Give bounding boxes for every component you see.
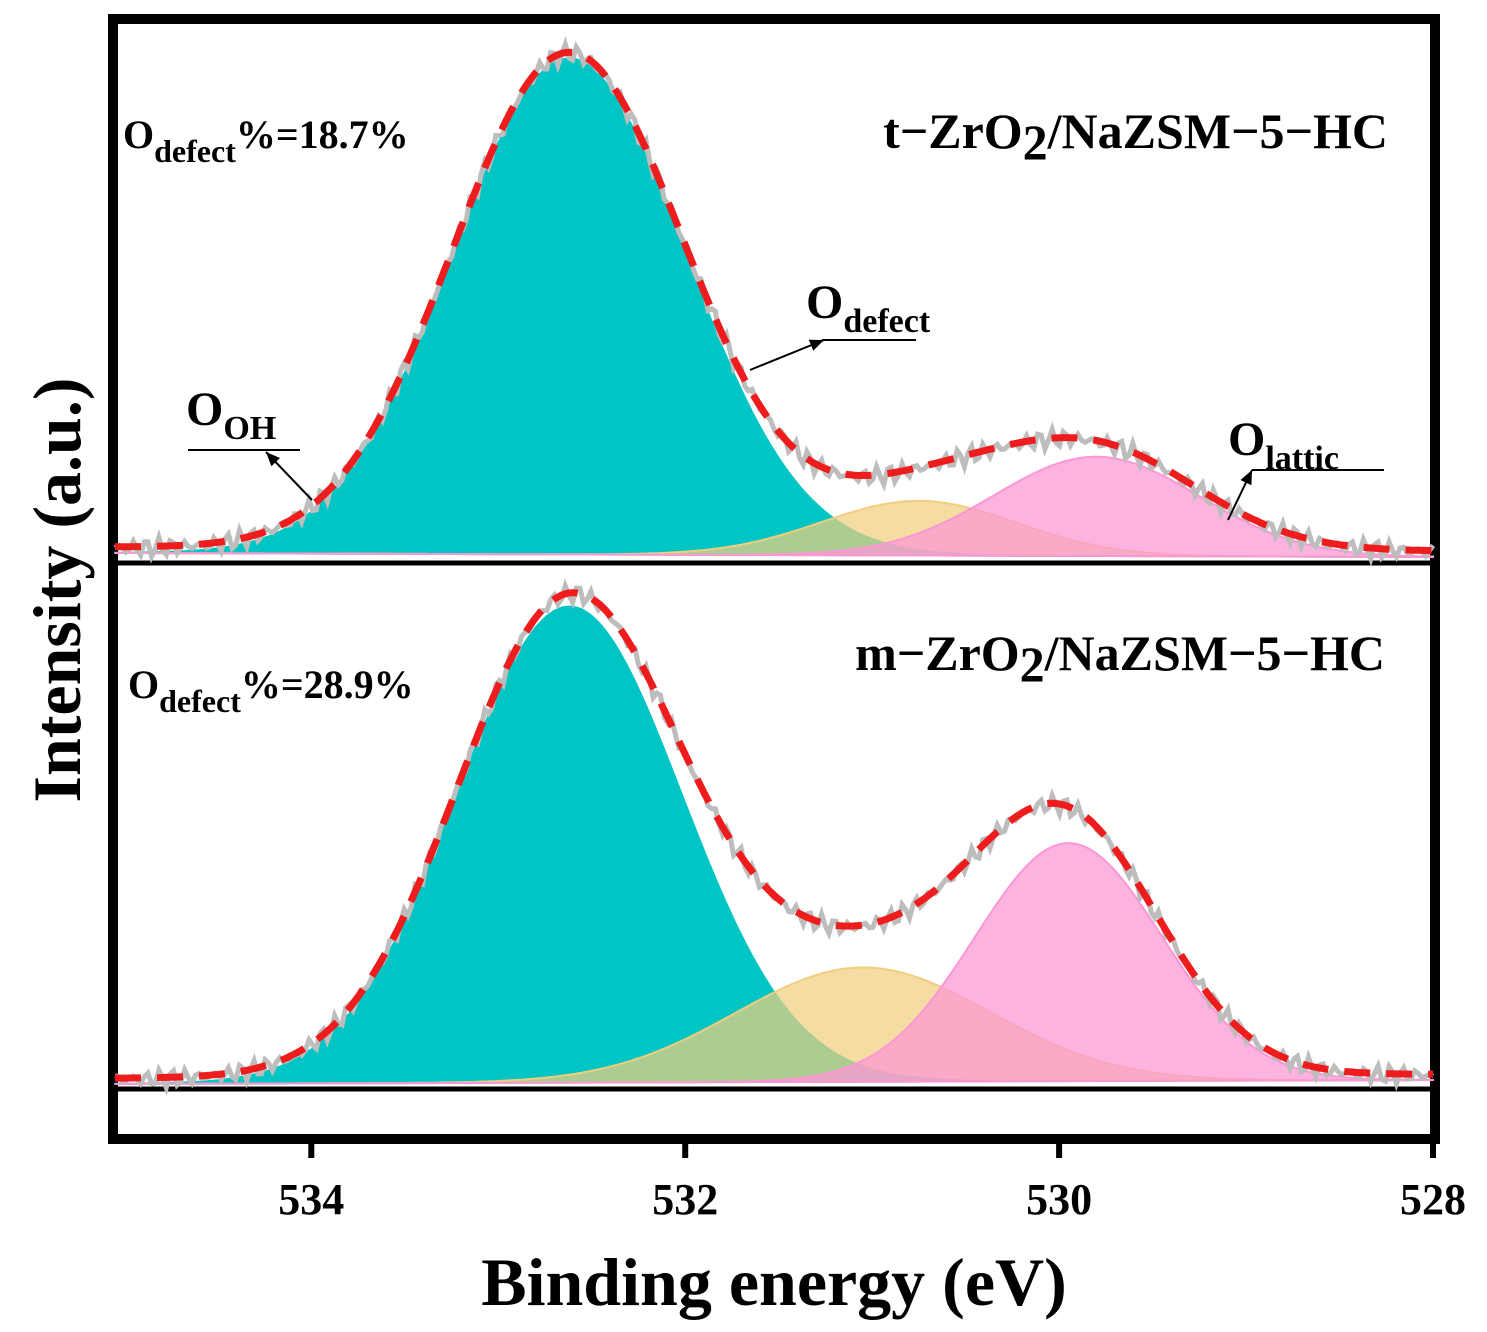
x-tick-label: 530 <box>1026 1175 1092 1224</box>
raw-spectrum-line <box>113 35 1436 567</box>
defect-percentage-subscript: defect <box>154 133 236 169</box>
label-arrowhead <box>266 452 280 467</box>
label-main: O <box>806 276 843 329</box>
plot-frame <box>108 14 1440 1144</box>
label-o-defect: Odefect <box>806 276 931 340</box>
defect-percentage: Odefect%=28.9% <box>128 662 414 719</box>
x-tick-label: 534 <box>278 1175 344 1224</box>
defect-percentage-value: %=28.9% <box>241 662 414 707</box>
label-arrowhead <box>808 339 824 351</box>
sample-name-part: t−ZrO <box>883 103 1023 159</box>
label-main: O <box>1228 413 1265 466</box>
defect-percentage: Odefect%=18.7% <box>123 112 409 169</box>
y-axis-title: Intensity (a.u.) <box>19 377 95 802</box>
label-subscript: OH <box>223 410 276 447</box>
panels-layer: t−ZrO2/NaZSM−5−HCOdefect%=18.7%OOHOdefec… <box>113 35 1436 1096</box>
panel-1: t−ZrO2/NaZSM−5−HCOdefect%=18.7%OOHOdefec… <box>113 35 1436 567</box>
sample-name-subscript: 2 <box>1020 636 1045 692</box>
panel-2: m−ZrO2/NaZSM−5−HC Odefect%=28.9% <box>114 578 1434 1096</box>
x-tick-label: 528 <box>1400 1175 1466 1224</box>
fitted-envelope-line <box>115 48 1434 555</box>
sample-name-subscript: 2 <box>1023 114 1048 170</box>
x-axis-title: Binding energy (eV) <box>481 1244 1067 1320</box>
sample-name: m−ZrO2/NaZSM−5−HC <box>855 625 1385 692</box>
defect-percentage-main: O <box>123 112 154 157</box>
sample-name-part: /NaZSM−5−HC <box>1044 625 1385 681</box>
sample-name: t−ZrO2/NaZSM−5−HC <box>883 103 1388 170</box>
label-subscript: lattic <box>1265 440 1339 477</box>
label-o-lattic: Olattic <box>1228 413 1339 477</box>
defect-percentage-subscript: defect <box>159 683 241 719</box>
x-axis: 534 532 530 528 <box>278 1139 1466 1224</box>
label-arrowhead <box>1240 470 1252 486</box>
x-tick-label: 532 <box>652 1175 718 1224</box>
label-o-oh: OOH <box>186 383 276 447</box>
label-main: O <box>186 383 223 436</box>
sample-name-part: m−ZrO <box>855 625 1020 681</box>
label-subscript: defect <box>843 303 931 340</box>
defect-percentage-value: %=18.7% <box>236 112 409 157</box>
fitted-envelope-line <box>114 589 1433 1082</box>
sample-name-part: /NaZSM−5−HC <box>1047 103 1388 159</box>
defect-percentage-main: O <box>128 662 159 707</box>
